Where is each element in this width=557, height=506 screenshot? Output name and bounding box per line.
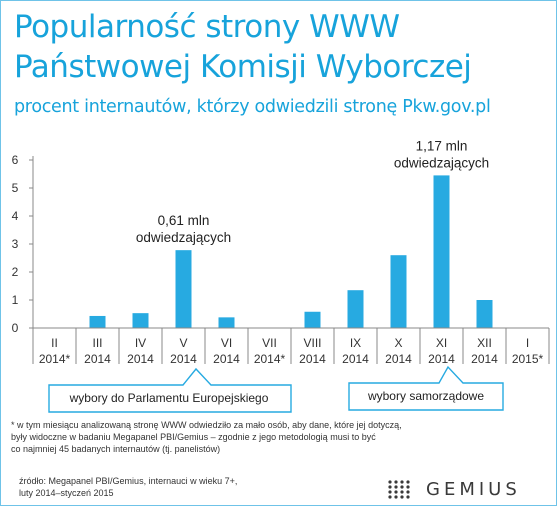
x-tick-label-month: IX xyxy=(350,336,361,350)
logo-dot xyxy=(406,485,410,489)
callout-box-local xyxy=(348,365,504,411)
x-tick-label-year: 2014 xyxy=(127,352,154,366)
logo-dot xyxy=(406,495,410,499)
y-tick-label: 2 xyxy=(12,265,19,279)
gemius-logo: GEMIUS xyxy=(386,478,521,500)
x-tick-label-month: IV xyxy=(135,336,146,350)
x-tick-label-year: 2014 xyxy=(428,352,455,366)
x-tick-label-month: II xyxy=(51,336,58,350)
bar-annotation: odwiedzających xyxy=(394,155,489,170)
chart-title-line1: Popularność strony WWW xyxy=(14,9,400,45)
bar xyxy=(304,311,321,328)
footnote-line: * w tym miesiącu analizowaną stronę WWW … xyxy=(11,420,402,430)
axes-group xyxy=(29,156,550,364)
x-tick-label-month: VII xyxy=(262,336,277,350)
chart-title-line2: Państwowej Komisji Wyborczej xyxy=(14,49,472,85)
x-tick-label-year: 2014* xyxy=(254,352,286,366)
labels-group: 0 1 2 3 4 5 6 II 2014* III 2014 IV 2014 V 2014 VI 2014 VI… xyxy=(12,138,544,366)
source-line: luty 2014–styczeń 2015 xyxy=(19,488,114,498)
x-tick-label-month: X xyxy=(394,336,402,350)
x-tick-label-year: 2015* xyxy=(512,352,544,366)
x-tick-label-year: 2014 xyxy=(170,352,197,366)
x-tick-label-month: III xyxy=(92,336,102,350)
y-tick-label: 6 xyxy=(12,153,19,167)
bar xyxy=(175,250,192,328)
x-tick-label-month: XI xyxy=(436,336,447,350)
bar xyxy=(89,315,106,328)
callout-shapes xyxy=(48,365,504,413)
x-tick-label-year: 2014* xyxy=(39,352,71,366)
x-tick-label-year: 2014 xyxy=(471,352,498,366)
x-tick-label-year: 2014 xyxy=(84,352,111,366)
bar xyxy=(347,290,364,328)
y-tick-label: 5 xyxy=(12,181,19,195)
y-tick-label: 3 xyxy=(12,237,19,251)
logo-dot xyxy=(394,490,398,494)
x-tick-label-year: 2014 xyxy=(299,352,326,366)
bar-annotation: 0,61 mln xyxy=(158,213,210,228)
logo-dot xyxy=(394,495,398,499)
bar-annotation: 1,17 mln xyxy=(416,138,468,153)
callout-box-european xyxy=(48,367,292,413)
bars-group xyxy=(89,175,493,328)
logo-dot xyxy=(388,495,392,499)
bar xyxy=(218,317,235,328)
y-tick-label: 0 xyxy=(12,321,19,335)
bar-annotation: odwiedzających xyxy=(136,230,231,245)
bar xyxy=(476,300,493,328)
source-note: źródło: Megapanel PBI/Gemius, internauci… xyxy=(19,475,237,499)
callout-local-elections: wybory samorządowe xyxy=(367,389,485,403)
x-tick-label-year: 2014 xyxy=(213,352,240,366)
x-tick-label-month: V xyxy=(179,336,187,350)
logo-dot xyxy=(406,480,410,484)
y-tick-label: 4 xyxy=(12,209,19,223)
x-tick-label-year: 2014 xyxy=(342,352,369,366)
x-tick-label-month: VIII xyxy=(303,336,321,350)
bar xyxy=(390,255,407,328)
logo-dot xyxy=(400,490,404,494)
logo-dot xyxy=(388,480,392,484)
logo-dot xyxy=(394,480,398,484)
x-tick-label-year: 2014 xyxy=(385,352,412,366)
logo-dot xyxy=(400,485,404,489)
footnote-line: co najmniej 45 badanych internautów (tj.… xyxy=(11,444,221,454)
x-tick-label-month: XII xyxy=(477,336,492,350)
bar xyxy=(433,175,450,328)
logo-dot xyxy=(388,485,392,489)
logo-dot xyxy=(388,490,392,494)
bar-chart: 0 1 2 3 4 5 6 II 2014* III 2014 IV 2014 V 2014 VI 2014 VI… xyxy=(12,138,550,413)
logo-dot xyxy=(400,495,404,499)
footnote: * w tym miesiącu analizowaną stronę WWW … xyxy=(11,419,511,455)
logo-dot xyxy=(406,490,410,494)
chart-subtitle: procent internautów, którzy odwiedzili s… xyxy=(14,97,491,117)
x-tick-label-month: VI xyxy=(221,336,232,350)
x-tick-label-month: I xyxy=(526,336,529,350)
callout-european-elections: wybory do Parlamentu Europejskiego xyxy=(69,391,269,405)
footnote-line: były widoczne w badaniu Megapanel PBI/Ge… xyxy=(11,432,376,442)
y-tick-label: 1 xyxy=(12,293,19,307)
logo-dot xyxy=(394,485,398,489)
source-line: źródło: Megapanel PBI/Gemius, internauci… xyxy=(19,476,238,486)
logo-dot xyxy=(400,480,404,484)
gemius-logo-icon xyxy=(388,480,410,499)
bar xyxy=(132,313,149,328)
gemius-logo-text: GEMIUS xyxy=(426,478,521,500)
